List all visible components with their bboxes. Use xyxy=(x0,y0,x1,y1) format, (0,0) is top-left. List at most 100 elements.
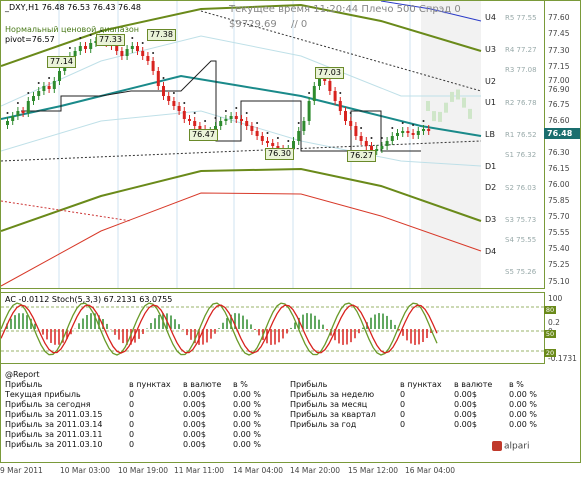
candle-body xyxy=(307,101,311,121)
price-tick: 76.00 xyxy=(548,180,570,189)
sar-dot xyxy=(297,122,300,124)
sar-dot xyxy=(131,37,134,39)
candle-body xyxy=(11,116,15,121)
time-axis[interactable]: 9 Mar 2011 10 Mar 03:00 10 Mar 19:00 11 … xyxy=(0,462,581,480)
oscillator-label: AC -0.0112 Stoch(5,3,3) 67.2131 63.0755 xyxy=(5,295,173,304)
candle-body xyxy=(344,111,347,121)
pivot-value-r3: R3 77.08 xyxy=(505,66,537,74)
pivot-tag-u4: U4 xyxy=(485,13,496,22)
pivot-label: pivot=76.57 xyxy=(5,35,55,44)
candle-body xyxy=(37,91,41,96)
time-tick: 16 Mar 04:00 xyxy=(405,466,456,475)
pivot-tag-d2: D2 xyxy=(485,183,497,192)
stoch-signal-line xyxy=(1,304,438,354)
sar-dot xyxy=(162,77,165,79)
report-row-value: 0.00 % xyxy=(509,410,537,419)
price-axis[interactable]: 77.60 77.45 77.30 77.15 77.00 76.90 76.7… xyxy=(544,1,580,289)
report-left-col-header: Прибыль xyxy=(5,380,43,389)
price-tick: 75.40 xyxy=(548,244,570,253)
report-row-value: 0.00$ xyxy=(454,390,477,399)
report-right-col-header: Прибыль xyxy=(290,380,328,389)
pivot-value-r2: R2 76.78 xyxy=(505,99,537,107)
price-tick: 75.85 xyxy=(548,196,570,205)
report-row-value: 0.00 % xyxy=(233,410,261,419)
pivot-tag-d4: D4 xyxy=(485,247,497,256)
price-chart-canvas[interactable] xyxy=(1,1,544,289)
candle-body xyxy=(52,81,56,89)
sar-dot xyxy=(339,92,342,94)
report-row-label: Прибыль за 2011.03.10 xyxy=(5,440,103,449)
pivot-tag-u1: U1 xyxy=(485,98,496,107)
main-chart-pane[interactable]: _DXY,H1 76.48 76.53 76.43 76.48 Нормальн… xyxy=(1,1,544,289)
candle-body xyxy=(390,136,394,141)
price-tick: 76.60 xyxy=(548,116,570,125)
candle-body xyxy=(302,121,306,131)
candle-body xyxy=(26,101,30,113)
report-row-value: 0 xyxy=(400,410,406,419)
report-row-value: 0 xyxy=(400,420,406,429)
price-tick: 76.30 xyxy=(548,148,570,157)
candle-body xyxy=(380,146,384,149)
candle-body xyxy=(151,61,155,71)
candle-body xyxy=(411,133,415,135)
candle-body xyxy=(354,126,358,136)
server-status-line: Текущее время 11:20:44 Плечо 500 Спрэд 0 xyxy=(229,4,461,15)
candle-body xyxy=(338,101,342,111)
report-right-col-header: в валюте xyxy=(454,380,493,389)
price-tick: 76.90 xyxy=(548,85,570,94)
pivot-tag-u2: U2 xyxy=(485,77,496,86)
trend-line xyxy=(1,200,132,222)
candle-body xyxy=(318,76,321,86)
report-row-label: Прибыль за сегодня xyxy=(5,400,91,409)
report-row-value: 0 xyxy=(129,420,135,429)
candle-body xyxy=(141,51,145,56)
report-right-col-header: в пунктах xyxy=(400,380,442,389)
report-row-value: 0.00$ xyxy=(183,440,206,449)
candle-body xyxy=(422,129,425,131)
candle-body xyxy=(385,141,389,146)
candle-body xyxy=(177,106,181,111)
candle-body xyxy=(312,86,316,101)
current-price-marker: 76.48 xyxy=(544,128,580,139)
pivot-value-r5: R5 77.55 xyxy=(505,14,537,22)
report-row-value: 0.00 % xyxy=(509,420,537,429)
price-box-low: 76.27 xyxy=(347,150,376,162)
price-box-high: 77.03 xyxy=(315,67,344,79)
sar-dot xyxy=(100,30,103,32)
alpari-logo-icon xyxy=(492,441,502,451)
candle-body xyxy=(292,141,295,149)
oscillator-canvas[interactable] xyxy=(1,293,544,364)
sar-dot xyxy=(224,110,227,112)
candle-body xyxy=(271,143,275,146)
oscillator-pane[interactable]: AC -0.0112 Stoch(5,3,3) 67.2131 63.0755 xyxy=(1,292,544,364)
report-row-value: 0.00$ xyxy=(454,400,477,409)
report-row-label: Прибыль за год xyxy=(290,420,357,429)
lower-band-line xyxy=(1,192,482,287)
report-row-label: Текущая прибыль xyxy=(5,390,81,399)
report-row-value: 0.00$ xyxy=(183,410,206,419)
candle-body xyxy=(162,86,165,96)
forecast-candle xyxy=(456,89,460,100)
pivot-value-s1: S1 76.32 xyxy=(505,151,537,159)
balance-suffix: // 0 xyxy=(291,19,308,30)
report-row-value: 0 xyxy=(400,400,406,409)
candle-body xyxy=(172,101,176,106)
candle-body xyxy=(250,126,254,131)
report-row-value: 0 xyxy=(400,390,406,399)
candle-body xyxy=(406,131,410,133)
candle-body xyxy=(47,86,51,89)
account-balance: $9729.69 xyxy=(229,19,277,30)
price-tick: 76.15 xyxy=(548,164,570,173)
candle-body xyxy=(234,116,238,119)
report-right-col-header: в % xyxy=(509,380,524,389)
pivot-tag-lb: LB xyxy=(485,130,495,139)
sar-dot xyxy=(37,82,40,84)
candle-body xyxy=(120,51,124,56)
sar-dot xyxy=(422,120,425,122)
candle-body xyxy=(349,121,353,126)
price-tick: 75.70 xyxy=(548,212,570,221)
candle-body xyxy=(73,51,77,56)
channel-line xyxy=(1,35,481,107)
sar-dot xyxy=(287,140,290,142)
sar-dot xyxy=(89,34,92,36)
